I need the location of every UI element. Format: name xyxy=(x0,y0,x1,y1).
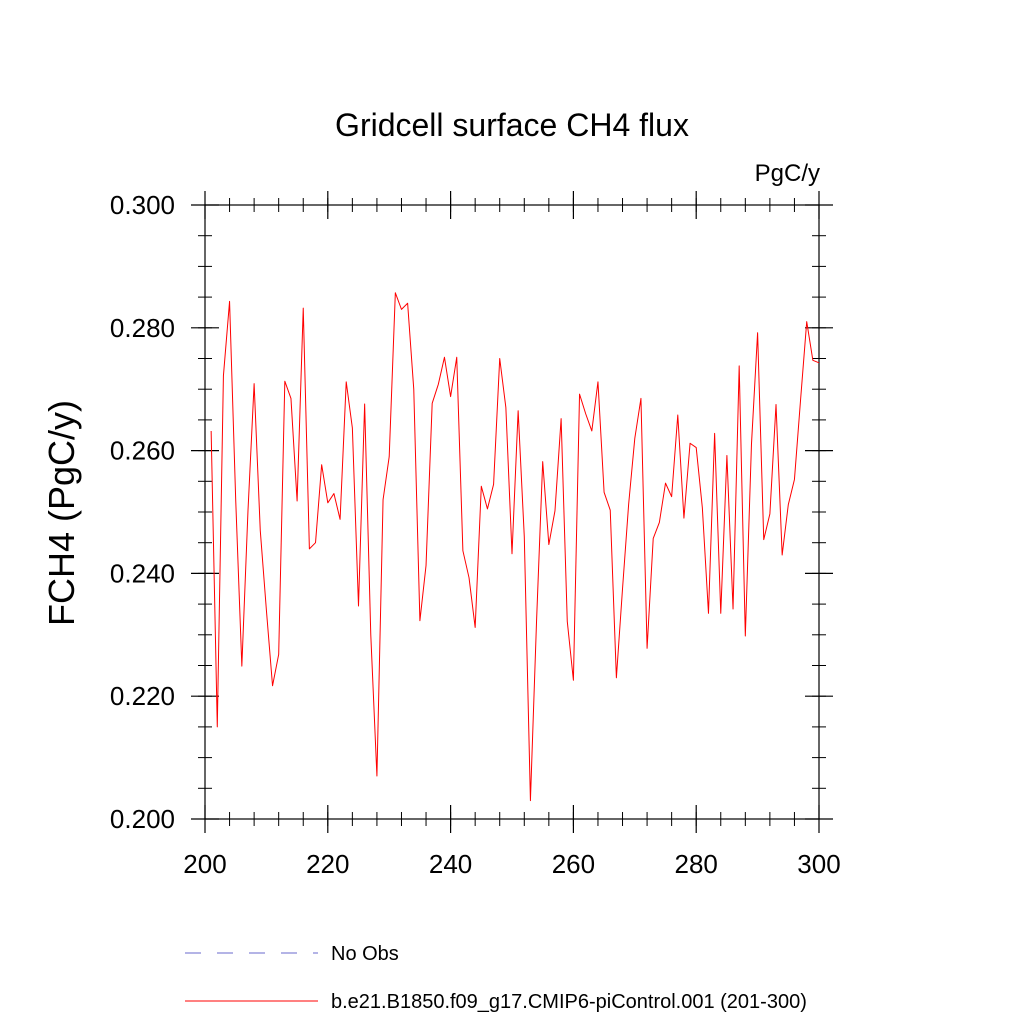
units-label: PgC/y xyxy=(755,160,820,187)
y-tick-label: 0.300 xyxy=(110,190,175,220)
y-tick-label: 0.220 xyxy=(110,681,175,711)
x-tick-label: 220 xyxy=(306,849,349,879)
x-tick-label: 200 xyxy=(183,849,226,879)
y-tick-label: 0.260 xyxy=(110,436,175,466)
x-tick-label: 300 xyxy=(797,849,840,879)
legend: No Obs b.e21.B1850.f09_g17.CMIP6-piContr… xyxy=(185,943,807,1013)
plot-frame xyxy=(204,204,820,820)
y-tick-label: 0.240 xyxy=(110,558,175,588)
y-tick-label: 0.280 xyxy=(110,313,175,343)
y-tick-label: 0.200 xyxy=(110,804,175,834)
series-layer xyxy=(210,292,820,802)
x-tick-label: 260 xyxy=(552,849,595,879)
chart-title: Gridcell surface CH4 flux xyxy=(335,107,689,143)
y-axis-label: FCH4 (PgC/y) xyxy=(41,400,82,626)
x-tick-label: 280 xyxy=(675,849,718,879)
legend-label-picontrol: b.e21.B1850.f09_g17.CMIP6-piControl.001 … xyxy=(331,991,807,1013)
minor-ticks xyxy=(198,198,826,826)
x-tick-label: 240 xyxy=(429,849,472,879)
series-line xyxy=(210,292,820,802)
tick-labels: 200 220 240 260 280 300 0.200 0.220 0.240 0.260 0.… xyxy=(110,190,841,879)
major-ticks xyxy=(191,191,833,833)
legend-label-no-obs: No Obs xyxy=(331,943,399,965)
